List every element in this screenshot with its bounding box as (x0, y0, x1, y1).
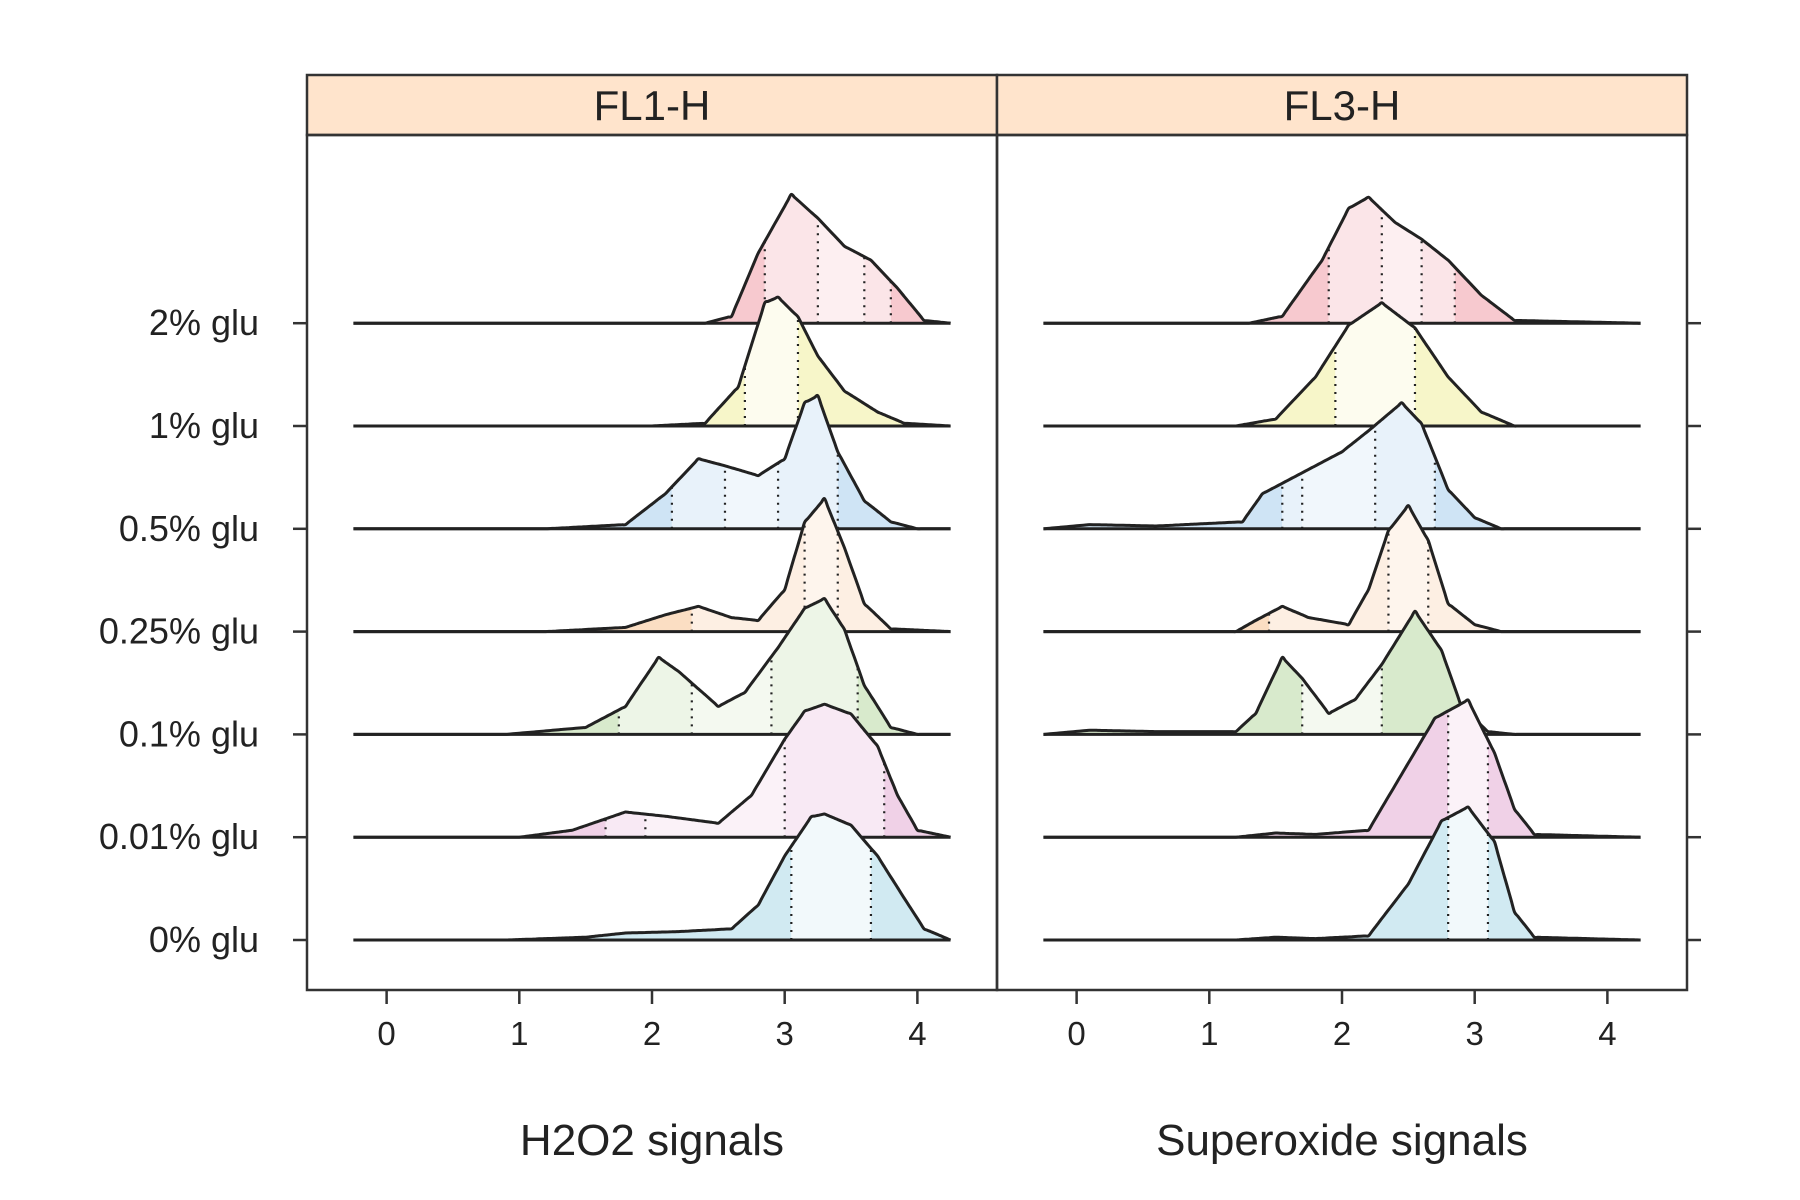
strip-label: FL1-H (594, 82, 711, 129)
quantile-band (1448, 806, 1488, 940)
density-curve (1043, 805, 1641, 942)
category-label: 0.01% glu (99, 816, 259, 857)
quantile-band (353, 194, 765, 324)
x-tick-label: 3 (1466, 1015, 1484, 1052)
quantile-band (857, 598, 951, 735)
quantile-band (1381, 197, 1422, 324)
category-label: 2% glu (149, 302, 259, 343)
x-axis-title: H2O2 signals (520, 1116, 784, 1165)
ridge-2-glu (1043, 195, 1641, 325)
x-tick-label: 4 (908, 1015, 926, 1052)
quantile-band (1328, 197, 1382, 324)
quantile-band (1454, 197, 1641, 324)
quantile-band (1043, 611, 1303, 735)
strip-1-background (305, 73, 999, 137)
x-tick-label: 3 (776, 1015, 794, 1052)
quantile-band (1043, 402, 1283, 529)
x-tick-label: 1 (510, 1015, 528, 1052)
category-label: 0.5% glu (119, 508, 259, 549)
x-axis-title: Superoxide signals (1156, 1116, 1528, 1165)
x-tick-label: 2 (643, 1015, 661, 1052)
quantile-band (353, 813, 792, 940)
quantile-band (1487, 699, 1641, 838)
quantile-band (353, 297, 745, 426)
panel-1-frame (305, 133, 999, 992)
quantile-band (1043, 197, 1329, 324)
quantile-band (864, 194, 891, 324)
category-label: 1% glu (149, 405, 259, 446)
quantile-band (353, 498, 692, 632)
panel-2: FL3-H 0 1 2 3 4 Superoxide signals (995, 73, 1689, 1165)
strip-label: FL3-H (1284, 82, 1401, 129)
x-tick-label: 0 (1067, 1015, 1085, 1052)
strip-2-background (995, 73, 1689, 137)
quantile-band (353, 598, 619, 735)
ridge-0-1-glu (1043, 609, 1641, 736)
quantile-band (353, 395, 672, 529)
quantile-band (1421, 197, 1455, 324)
x-tick-label: 0 (377, 1015, 395, 1052)
quantile-band (671, 395, 725, 529)
quantile-band (890, 194, 951, 324)
x-tick-label: 4 (1598, 1015, 1616, 1052)
category-label: 0.1% glu (119, 713, 259, 754)
ridge-0-glu (1043, 805, 1641, 942)
quantile-band (353, 704, 606, 838)
quantile-band (1043, 505, 1270, 632)
category-label: 0.25% glu (99, 611, 259, 652)
quantile-band (817, 194, 865, 324)
category-label: 0% glu (149, 919, 259, 960)
x-tick-label: 2 (1333, 1015, 1351, 1052)
ridge-2-glu (353, 192, 951, 325)
quantile-band (884, 704, 951, 838)
x-tick-label: 1 (1200, 1015, 1218, 1052)
panel-1: FL1-H 0 1 2 3 4 H2O2 signals (305, 73, 999, 1165)
